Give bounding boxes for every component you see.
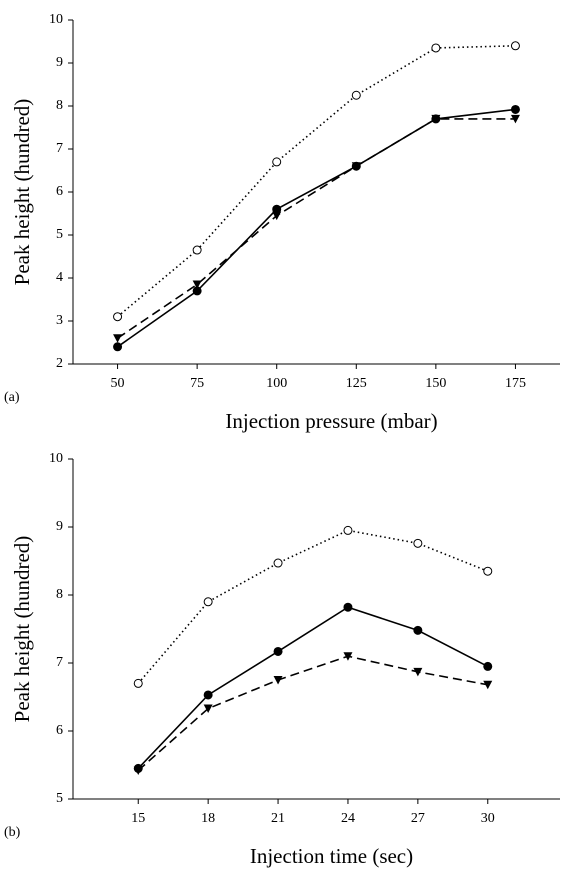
series-line — [137, 529, 489, 684]
x-tick-label: 24 — [341, 811, 355, 826]
x-axis-label: Injection time (sec) — [250, 844, 413, 868]
x-tick-label: 50 — [111, 376, 125, 391]
series-line — [117, 118, 516, 339]
y-tick-label: 5 — [56, 227, 63, 242]
marker — [272, 157, 282, 167]
marker — [192, 280, 202, 289]
marker — [203, 704, 213, 714]
marker — [510, 114, 520, 124]
x-tick-label: 21 — [271, 811, 285, 826]
y-axis-label: Peak height (hundred) — [10, 99, 34, 286]
x-tick-label: 75 — [190, 376, 204, 391]
marker — [483, 566, 493, 576]
panel-label: (b) — [4, 825, 21, 840]
y-tick-label: 3 — [56, 313, 63, 328]
marker — [273, 676, 283, 685]
marker — [343, 602, 353, 612]
marker — [203, 597, 213, 607]
y-tick-label: 4 — [56, 270, 63, 285]
x-axis-label: Injection pressure (mbar) — [225, 409, 437, 433]
x-tick-label: 150 — [425, 376, 446, 391]
y-tick-label: 10 — [49, 12, 63, 27]
marker — [351, 162, 361, 171]
marker — [113, 312, 123, 322]
y-tick-label: 10 — [49, 451, 63, 466]
y-tick-label: 7 — [56, 655, 63, 670]
series-line — [137, 606, 489, 769]
x-tick-label: 15 — [131, 811, 145, 826]
y-tick-label: 6 — [56, 184, 63, 199]
marker — [483, 661, 493, 671]
marker — [273, 558, 283, 568]
marker — [133, 678, 143, 688]
y-tick-label: 8 — [56, 587, 63, 602]
x-tick-label: 18 — [201, 811, 215, 826]
marker — [192, 245, 202, 255]
marker — [203, 690, 213, 700]
marker — [343, 525, 353, 535]
marker — [413, 538, 423, 548]
marker — [413, 667, 423, 677]
y-tick-label: 9 — [56, 55, 63, 70]
marker — [413, 625, 423, 635]
x-tick-label: 100 — [266, 376, 287, 391]
x-tick-label: 125 — [346, 376, 367, 391]
x-tick-label: 30 — [481, 811, 495, 826]
marker — [510, 104, 520, 114]
y-tick-label: 6 — [56, 723, 63, 738]
x-tick-label: 27 — [411, 811, 425, 826]
series-line — [117, 108, 516, 348]
marker — [113, 342, 123, 352]
y-tick-label: 5 — [56, 791, 63, 806]
y-tick-label: 9 — [56, 519, 63, 534]
marker — [133, 766, 143, 775]
y-axis-label: Peak height (hundred) — [10, 536, 34, 723]
marker — [431, 43, 441, 53]
panel: 5 6 7 8 9 10 15 18 21 24 27 30 Injection time (sec) P… — [4, 451, 560, 868]
series-line — [137, 655, 488, 772]
marker — [351, 90, 361, 100]
marker — [483, 680, 493, 690]
marker — [343, 652, 353, 661]
marker — [431, 114, 441, 124]
series-line — [117, 45, 516, 318]
panel: 2 3 4 5 6 7 8 9 10 50 75 100 125 150 175 Injection pres… — [4, 12, 560, 433]
y-tick-label: 8 — [56, 98, 63, 113]
marker — [113, 334, 123, 343]
y-tick-label: 7 — [56, 141, 63, 156]
panel-label: (a) — [4, 390, 20, 405]
marker — [510, 41, 520, 51]
y-tick-label: 2 — [56, 356, 63, 371]
marker — [273, 646, 283, 656]
x-tick-label: 175 — [505, 376, 526, 391]
marker — [272, 211, 282, 221]
